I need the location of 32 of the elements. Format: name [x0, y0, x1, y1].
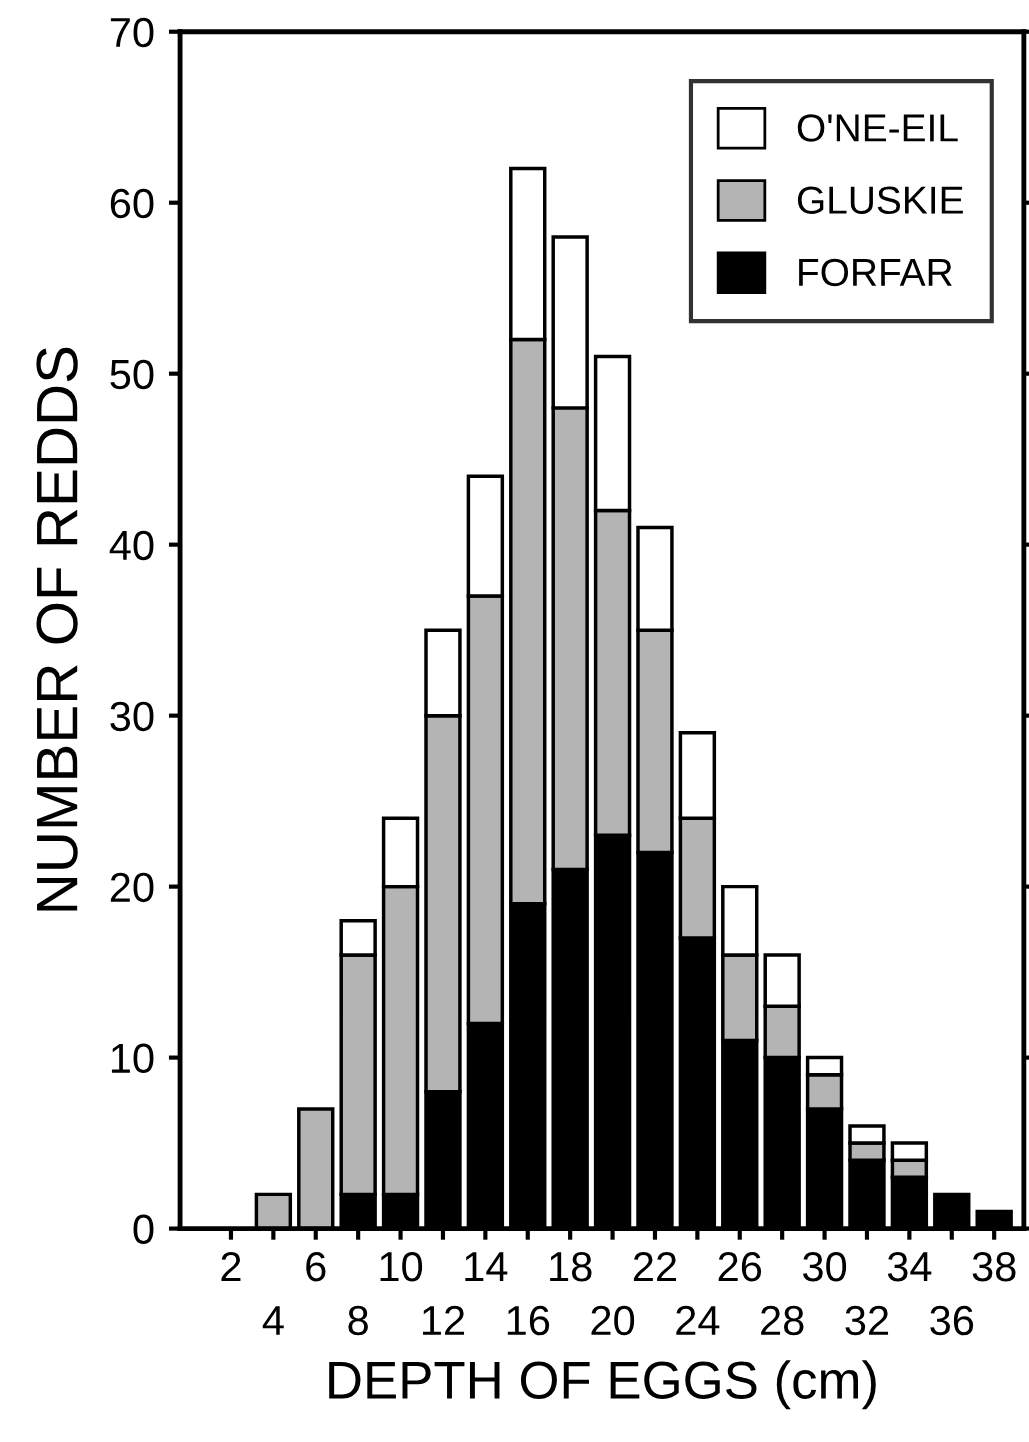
y-axis-title: NUMBER OF REDDS: [36, 347, 78, 911]
y-tick-label: 60: [110, 188, 154, 219]
y-tick-label: 10: [111, 1043, 154, 1074]
y-tick-label: 0: [133, 1214, 154, 1245]
x-tick-label: 18: [550, 1251, 592, 1282]
x-tick-label: 8: [348, 1305, 368, 1336]
x-tick-label: 12: [422, 1305, 465, 1335]
y-tick-label: 40: [109, 530, 154, 561]
x-tick-label: 4: [262, 1306, 284, 1335]
x-tick-label: 20: [591, 1305, 635, 1336]
x-tick-label: 28: [761, 1305, 804, 1336]
x-tick-label: 30: [802, 1251, 847, 1282]
y-tick-label: 20: [110, 872, 154, 903]
x-tick-label: 6: [306, 1251, 326, 1282]
x-tick-label: 16: [507, 1305, 550, 1336]
x-tick-label: 10: [380, 1251, 423, 1282]
x-tick-label: 2: [221, 1251, 241, 1281]
legend-label: FORFAR: [799, 258, 952, 287]
x-tick-label: 32: [845, 1305, 889, 1336]
x-tick-label: 26: [718, 1251, 762, 1282]
y-tick-label: 70: [110, 17, 154, 48]
legend-label: GLUSKIE: [797, 186, 963, 214]
x-tick-label: 34: [887, 1251, 932, 1282]
x-tick-label: 38: [972, 1251, 1016, 1282]
x-tick-label: 22: [633, 1251, 677, 1281]
y-tick-label: 50: [110, 359, 154, 390]
x-axis-title: DEPTH OF EGGS (cm): [329, 1360, 876, 1410]
legend-label: O'NE-EIL: [797, 114, 958, 142]
x-tick-label: 24: [676, 1305, 720, 1335]
x-tick-label: 36: [930, 1305, 974, 1336]
y-tick-label: 30: [110, 701, 154, 732]
x-tick-label: 14: [465, 1252, 508, 1281]
